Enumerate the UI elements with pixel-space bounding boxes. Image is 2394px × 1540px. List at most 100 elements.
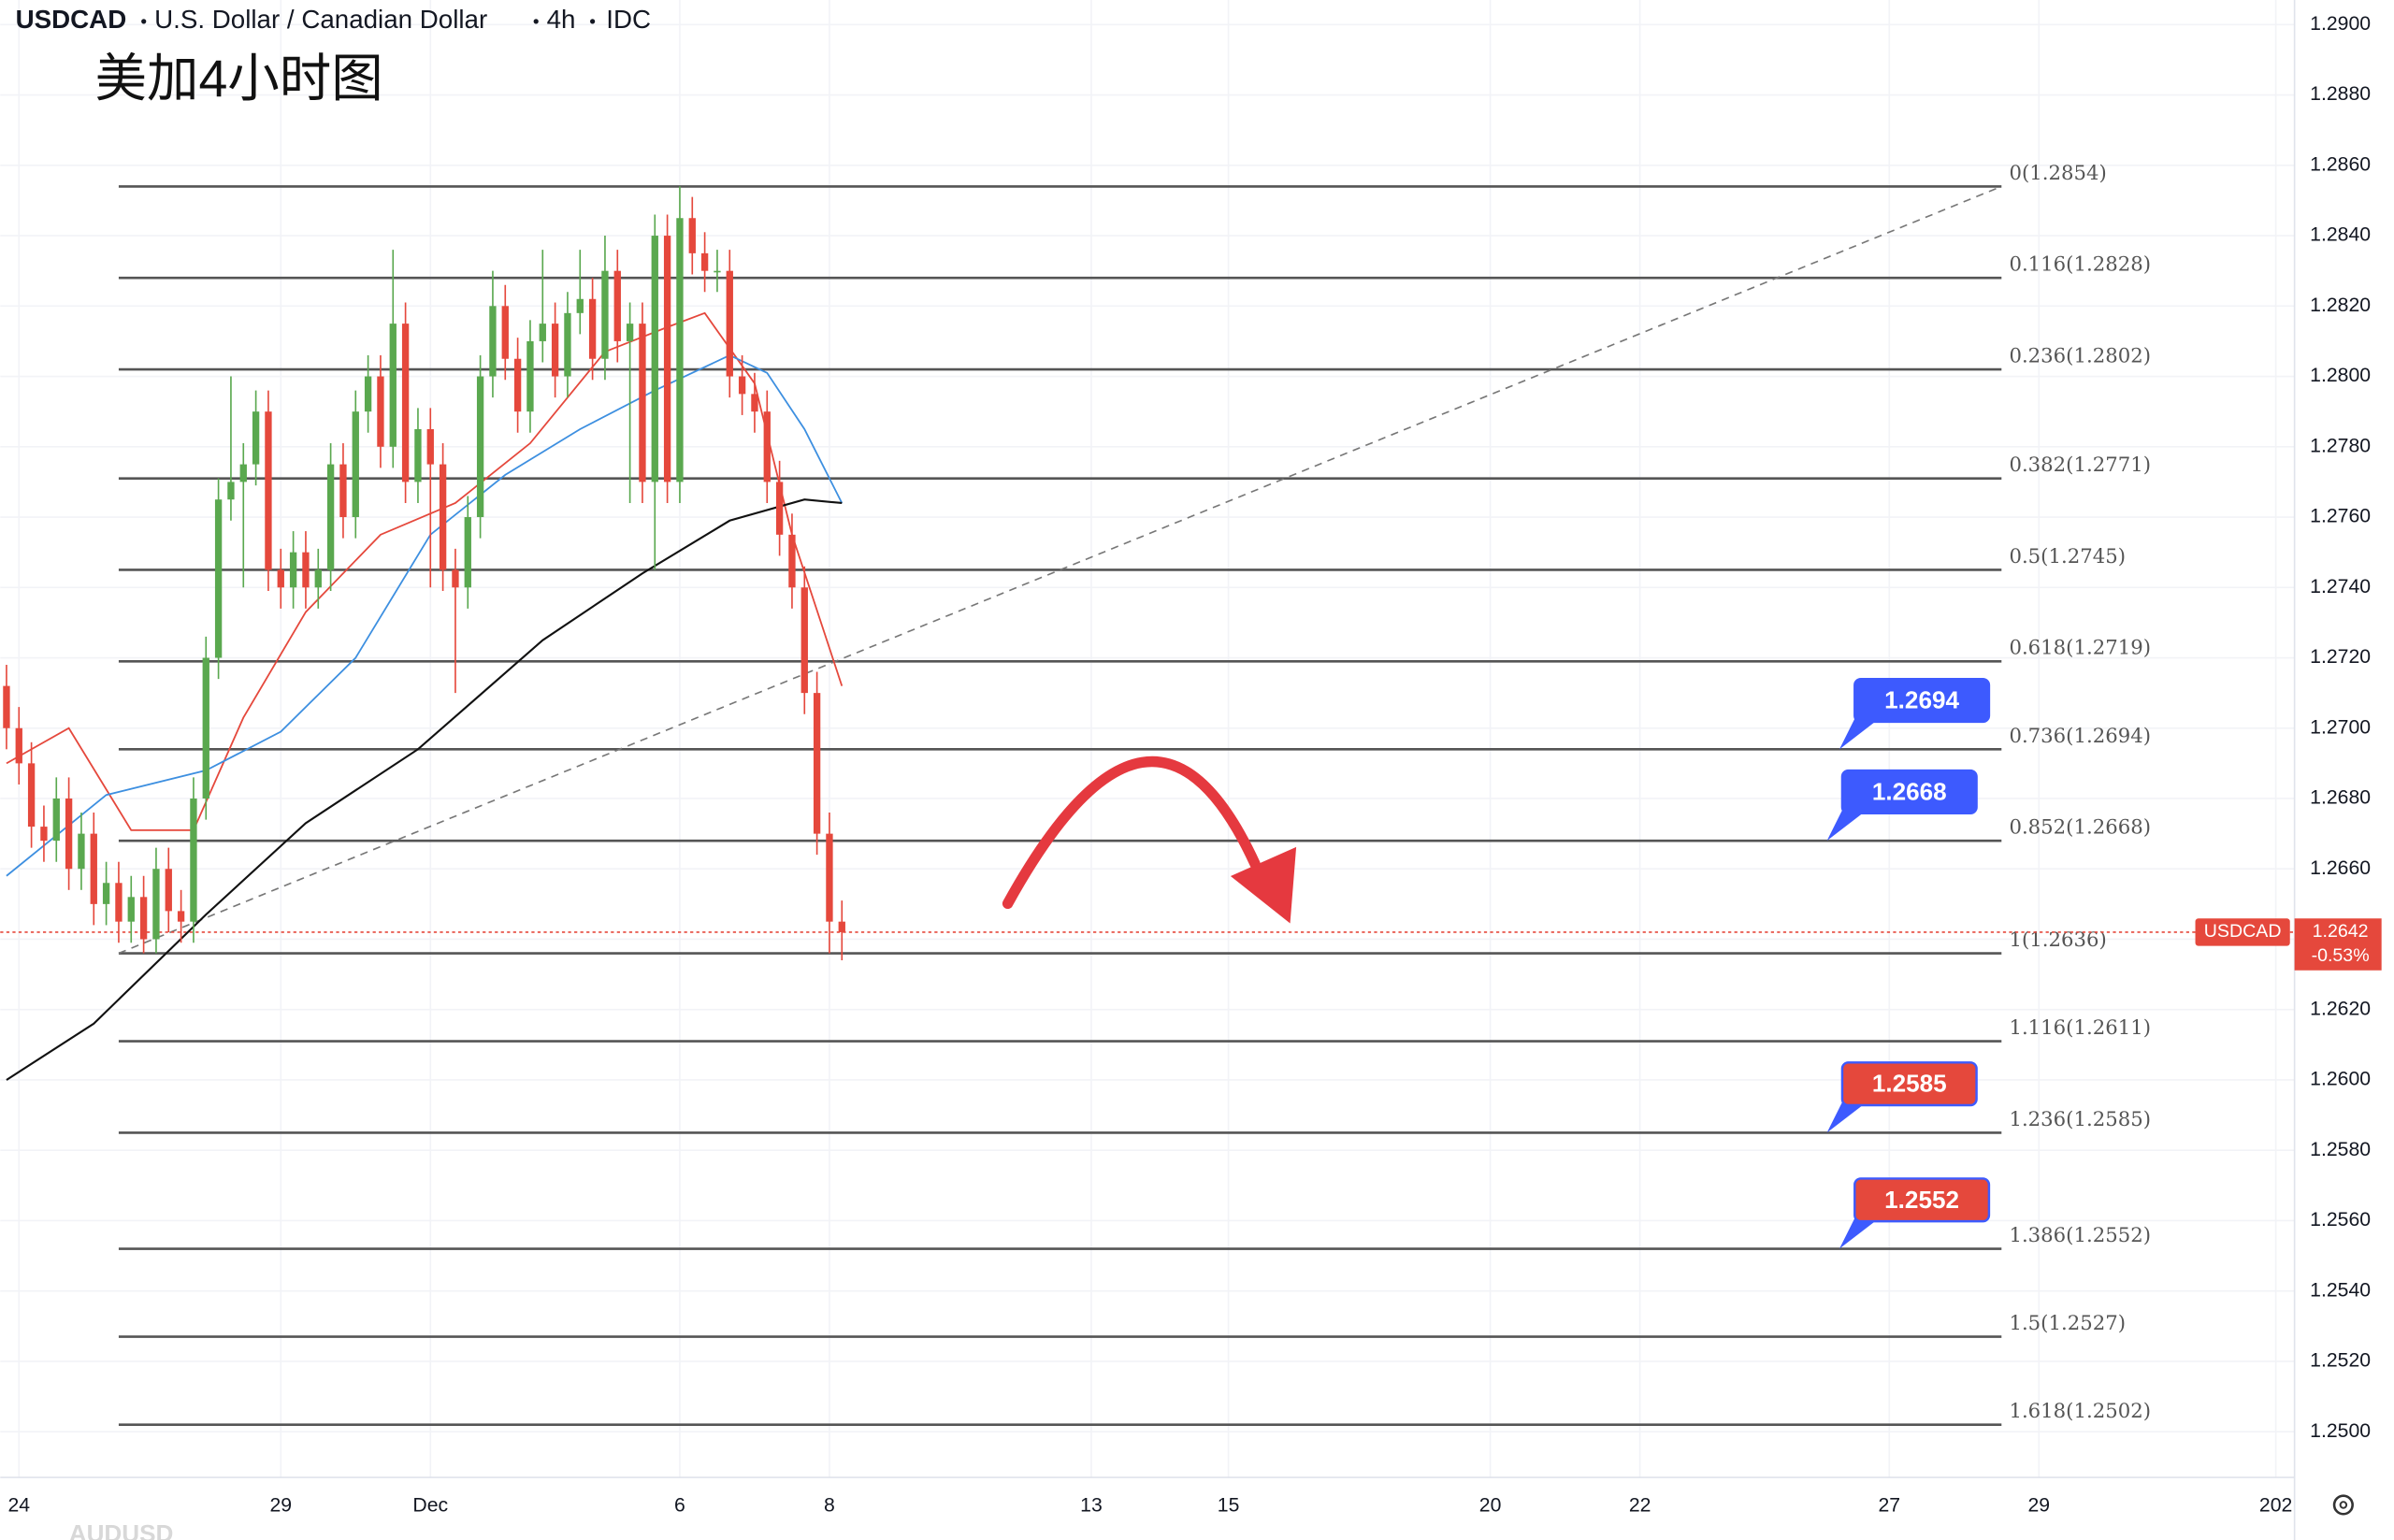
badge-label: 1.2585: [1872, 1070, 1947, 1098]
candle-body: [352, 411, 359, 518]
candle-body: [688, 218, 696, 253]
candle-body: [539, 324, 546, 341]
candle-body: [476, 376, 484, 518]
candle-body: [576, 298, 584, 313]
y-tick-label: 1.2780: [2310, 435, 2371, 456]
y-tick-label: 1.2820: [2310, 295, 2371, 316]
candle-body: [588, 298, 597, 359]
footer-symbol: AUDUSD: [69, 1519, 174, 1540]
y-tick-label: 1.2520: [2310, 1350, 2371, 1372]
description: U.S. Dollar / Canadian Dollar: [154, 5, 487, 34]
badge: [1840, 1061, 1978, 1107]
symbol: USDCAD: [16, 5, 127, 34]
symbol-tag-label: USDCAD: [2204, 921, 2282, 942]
fib-label: 1.5(1.2527): [2009, 1312, 2126, 1335]
x-tick-label: Dec: [412, 1495, 448, 1517]
candle-body: [639, 324, 646, 482]
candle-body: [726, 270, 733, 377]
y-tick-label: 1.2560: [2310, 1209, 2371, 1231]
axes: 1.2900 1.2880 1.2860 1.2840 1.2820 1.2800 1.27…: [7, 13, 2382, 1517]
trend-line: [118, 185, 2002, 955]
badge-label: 1.2668: [1872, 777, 1947, 805]
candle-body: [663, 236, 671, 482]
candle-body: [738, 376, 746, 395]
candle-body: [252, 411, 260, 465]
candle-body: [426, 428, 434, 465]
candle-body: [165, 869, 172, 912]
arrow-head: [1230, 846, 1297, 924]
fib-label: 1.386(1.2552): [2009, 1224, 2151, 1247]
candle-body: [700, 252, 709, 271]
y-tick-label: 1.2800: [2310, 365, 2371, 386]
separator: [589, 19, 596, 24]
symbol-tag: [2195, 918, 2290, 946]
candle-body: [289, 552, 297, 588]
x-tick-label: 13: [1080, 1495, 1103, 1517]
candle-body: [115, 883, 123, 922]
fib-label: 0(1.2854): [2009, 162, 2106, 185]
candle-body: [513, 358, 522, 412]
candle-body: [78, 833, 85, 870]
candle-body: [763, 411, 771, 482]
interval: 4h: [547, 5, 576, 34]
y-tick-label: 1.2840: [2310, 224, 2371, 246]
settings-gear-center[interactable]: [2339, 1501, 2348, 1509]
candle-body: [152, 869, 160, 940]
x-tick-label: 6: [674, 1495, 685, 1517]
candle-body: [676, 218, 684, 482]
y-tick-label: 1.2620: [2310, 998, 2371, 1019]
candle-body: [227, 482, 235, 500]
candle-body: [800, 587, 808, 694]
candle-body: [813, 693, 821, 834]
candle-body: [626, 324, 634, 341]
candle-body: [102, 883, 110, 904]
candle-body: [3, 685, 10, 728]
candle-body: [489, 306, 497, 377]
fib-label: 1.236(1.2585): [2009, 1108, 2151, 1131]
y-tick-label: 1.2580: [2310, 1139, 2371, 1160]
candle-body: [601, 270, 609, 359]
fib-label: 0.736(1.2694): [2009, 725, 2151, 748]
candle-body: [139, 897, 148, 940]
badge-pointer: [1826, 810, 1868, 842]
settings-gear[interactable]: [2332, 1494, 2354, 1516]
candle-body: [202, 657, 209, 799]
candle-body: [439, 464, 447, 570]
candle-body: [52, 798, 60, 842]
candle-body: [177, 911, 185, 922]
candle-body: [127, 897, 135, 922]
candle-body: [302, 552, 310, 588]
candle-body: [190, 798, 197, 922]
y-tick-label: 1.2600: [2310, 1069, 2371, 1090]
y-tick-label: 1.2860: [2310, 153, 2371, 175]
x-tick-label: 22: [1629, 1495, 1651, 1517]
x-tick-label: 20: [1479, 1495, 1502, 1517]
badge: [1853, 678, 1991, 724]
price-tag-label: 1.2642: [2313, 921, 2369, 942]
candle-body: [613, 270, 621, 341]
y-tick-label: 1.2760: [2310, 506, 2371, 527]
candle-body: [239, 464, 247, 482]
y-tick-label: 1.2880: [2310, 83, 2371, 105]
settings-icon[interactable]: [2332, 1494, 2354, 1516]
candle-body: [838, 921, 845, 932]
y-tick-label: 1.2700: [2310, 716, 2371, 738]
candle-body: [651, 236, 658, 482]
candle-body: [90, 833, 97, 904]
separator: [533, 19, 539, 24]
y-tick-label: 1.2740: [2310, 576, 2371, 597]
candle-body: [277, 569, 284, 588]
fib-label: 0.236(1.2802): [2009, 344, 2151, 367]
candle-body: [364, 376, 372, 412]
candle-body: [389, 324, 397, 447]
candle-body: [339, 464, 347, 518]
fib-label: 0.5(1.2745): [2009, 545, 2126, 569]
x-tick-label: 29: [2027, 1495, 2050, 1517]
fib-label: 0.618(1.2719): [2009, 637, 2151, 660]
fib-label: 0.852(1.2668): [2009, 816, 2151, 840]
y-tick-label: 1.2680: [2310, 787, 2371, 809]
badge-label: 1.2694: [1884, 686, 1959, 714]
